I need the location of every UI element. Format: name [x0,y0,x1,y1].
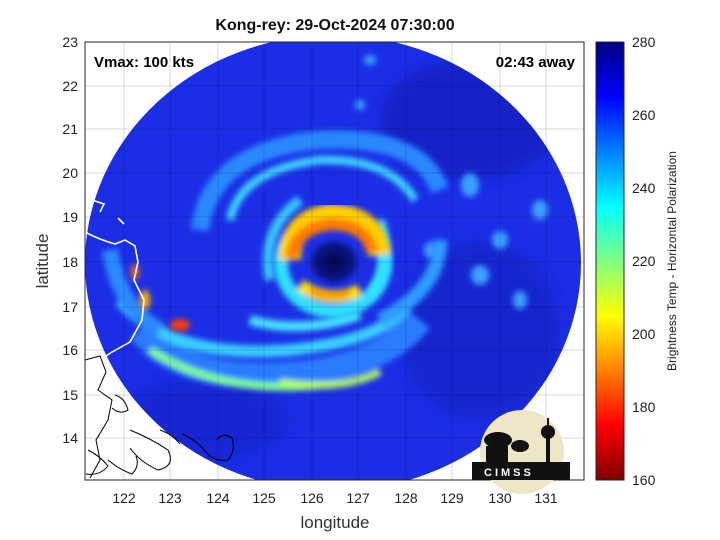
colorbar-tick: 280 [632,34,656,50]
x-tick-label: 126 [300,490,324,506]
y-axis: 23 22 21 20 19 18 17 16 15 14 latitude [33,34,78,446]
storm-eye [308,238,360,286]
time-away-label: 02:43 away [496,54,576,71]
colorbar: 280 260 240 220 200 180 160 Brightness T… [595,34,679,488]
gridlines [85,42,584,480]
colorbar-label: Brightness Temp - Horizontal Polarizatio… [665,151,679,371]
coastline-land [85,355,234,479]
colorbar-tick: 200 [632,326,656,342]
x-axis: 122 123 124 125 126 127 128 129 130 131 … [112,490,558,532]
x-tick-label: 124 [206,490,230,506]
y-tick-label: 14 [62,430,78,446]
y-axis-label: latitude [33,234,52,289]
y-tick-label: 17 [62,299,78,315]
x-tick-label: 131 [534,490,558,506]
colorbar-tick: 180 [632,399,656,415]
y-tick-label: 18 [62,254,78,270]
satellite-swath [85,42,581,480]
cimss-logo: CIMSS [472,410,570,494]
colorbar-gradient [595,41,625,481]
x-tick-label: 128 [394,490,418,506]
coastline [85,199,145,371]
y-tick-label: 19 [62,209,78,225]
x-tick-label: 125 [252,490,276,506]
x-tick-label: 127 [346,490,370,506]
x-tick-label: 123 [158,490,182,506]
y-tick-label: 22 [62,78,78,94]
colorbar-tick: 240 [632,180,656,196]
x-tick-label: 122 [112,490,136,506]
vmax-label: Vmax: 100 kts [94,54,194,71]
y-tick-label: 23 [62,34,78,50]
chart-title: Kong-rey: 29-Oct-2024 07:30:00 [215,17,454,34]
y-tick-label: 15 [62,387,78,403]
y-tick-label: 16 [62,342,78,358]
logo-text: CIMSS [484,467,534,479]
colorbar-tick: 220 [632,253,656,269]
colorbar-tick: 160 [632,472,656,488]
x-tick-label: 130 [488,490,512,506]
y-tick-label: 21 [62,121,78,137]
x-tick-label: 129 [440,490,464,506]
colorbar-tick: 260 [632,107,656,123]
x-axis-label: longitude [300,513,369,532]
y-tick-label: 20 [62,165,78,181]
